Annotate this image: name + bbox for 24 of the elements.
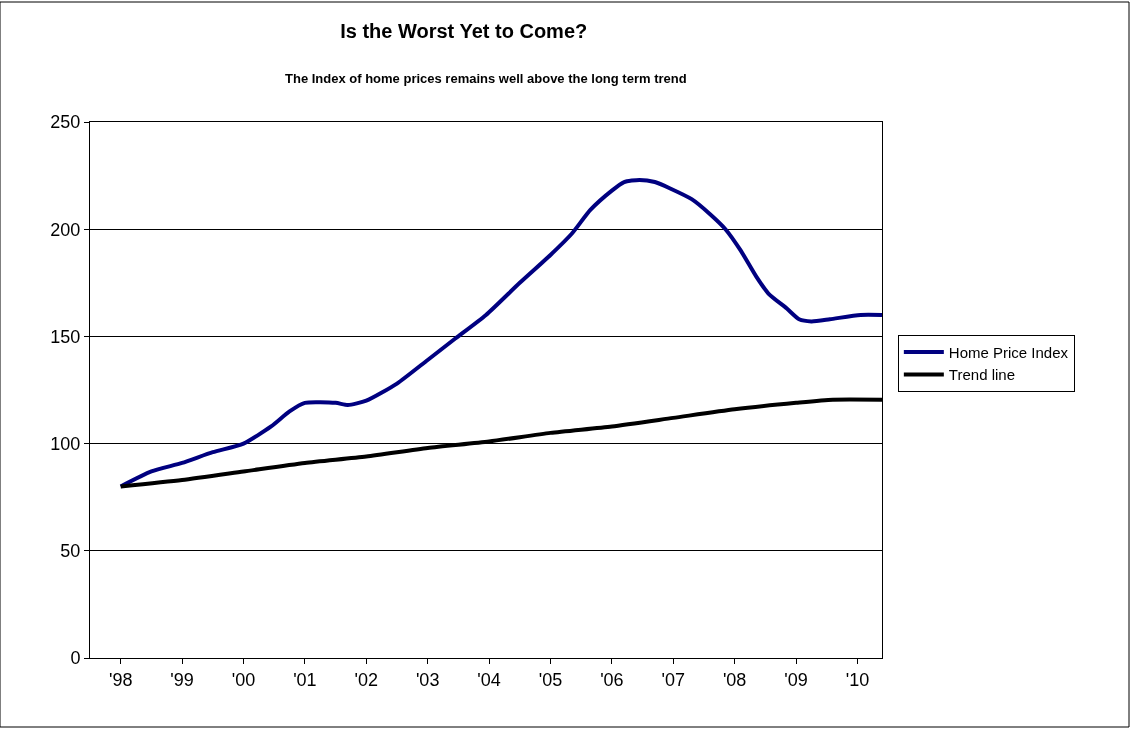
x-tick-label: '04 [477, 669, 501, 690]
x-tick-label: '03 [415, 669, 440, 690]
x-tick-label: '10 [845, 669, 870, 690]
x-tick-label: '05 [538, 669, 563, 690]
chart-title: Is the Worst Yet to Come? [340, 20, 588, 42]
x-tick-label: '01 [293, 669, 317, 690]
y-tick-label: 50 [60, 541, 81, 562]
y-tick-label: 0 [70, 648, 81, 669]
line-series [118, 177, 882, 489]
legend-label: Trend line [948, 366, 1015, 384]
x-tick-label: '06 [600, 669, 624, 690]
chart-subtitle: The Index of home prices remains well above the long term trend [285, 71, 687, 86]
y-tick-label: 100 [50, 433, 81, 454]
x-tick-label: '02 [354, 669, 379, 690]
x-tick-label: '09 [784, 669, 808, 690]
x-tick-label: '08 [722, 669, 747, 690]
x-tick-label: '00 [231, 669, 256, 690]
x-tick-label: '98 [108, 669, 133, 690]
y-tick-label: 250 [50, 112, 81, 133]
legend-label: Home Price Index [948, 343, 1069, 361]
y-tick-label: 200 [50, 219, 81, 240]
x-tick-label: '99 [170, 669, 194, 690]
x-tick-label: '07 [661, 669, 685, 690]
y-tick-label: 150 [50, 326, 81, 347]
